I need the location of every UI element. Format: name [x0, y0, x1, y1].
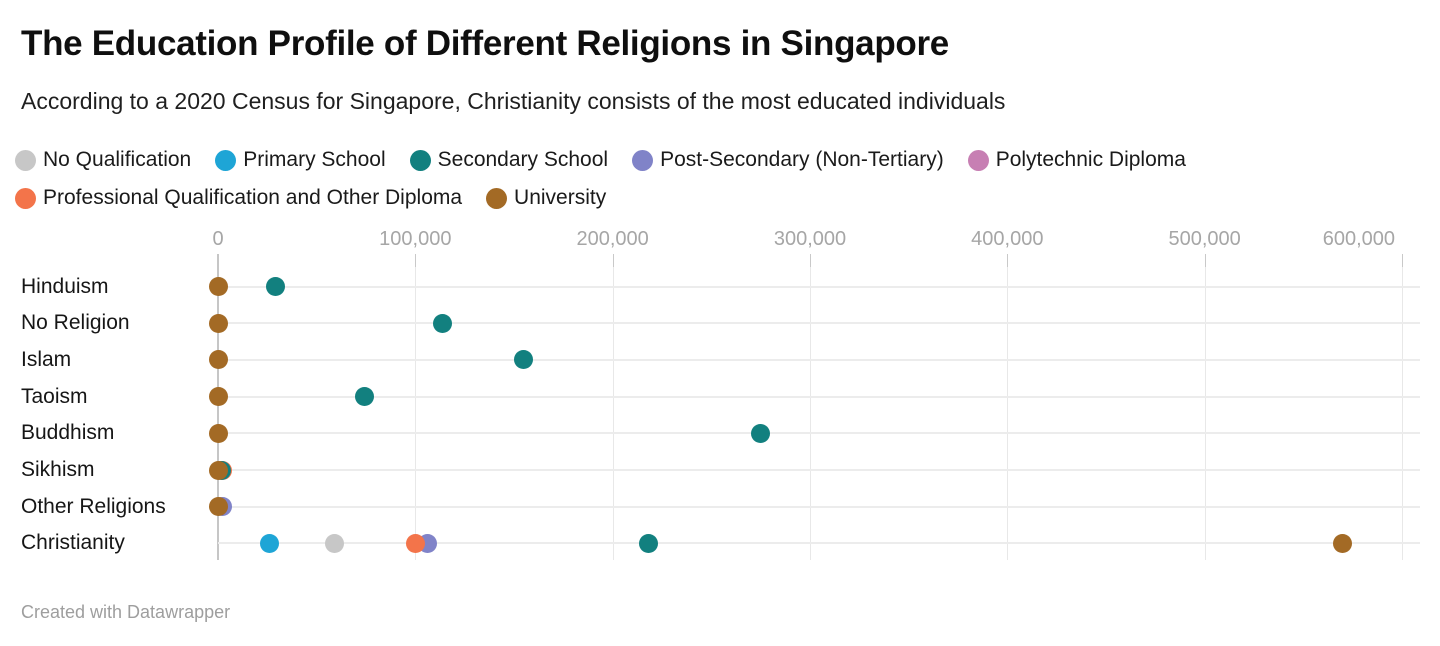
y-axis-category-label: Christianity — [21, 531, 125, 555]
y-axis-category-label: Taoism — [21, 384, 88, 408]
y-axis-category-label: Buddhism — [21, 421, 115, 445]
chart-subtitle: According to a 2020 Census for Singapore… — [21, 88, 1006, 114]
legend-item[interactable]: Polytechnic Diploma — [967, 146, 1186, 174]
chart-title: The Education Profile of Different Relig… — [21, 24, 949, 63]
row-gridline — [218, 395, 1420, 398]
x-axis-tick-mark — [1007, 254, 1009, 267]
zero-axis-line — [217, 254, 219, 560]
row-gridline — [218, 285, 1420, 288]
legend-swatch-icon — [409, 149, 431, 171]
x-axis-tick-label: 300,000 — [773, 228, 847, 250]
data-point-dot[interactable] — [638, 533, 658, 553]
vertical-gridline — [415, 254, 417, 560]
data-point-dot[interactable] — [265, 277, 285, 296]
x-axis-tick-label: 600,000 — [1322, 228, 1395, 250]
data-point-dot[interactable] — [405, 533, 425, 553]
legend-label: Primary School — [243, 148, 386, 171]
row-gridline — [218, 322, 1420, 325]
x-axis-tick-mark — [1204, 254, 1206, 267]
x-axis-tick-mark — [415, 254, 417, 267]
legend-label: Polytechnic Diploma — [995, 148, 1186, 171]
data-point-dot[interactable] — [208, 497, 228, 517]
data-point-dot[interactable] — [208, 313, 228, 333]
data-point-dot[interactable] — [208, 277, 228, 296]
row-gridline — [218, 542, 1420, 545]
y-axis-category-label: No Religion — [21, 311, 130, 335]
x-axis-tick-label: 500,000 — [1168, 228, 1241, 250]
data-point-dot[interactable] — [433, 313, 453, 333]
legend-label: Post-Secondary (Non-Tertiary) — [660, 148, 944, 171]
data-point-dot[interactable] — [208, 423, 228, 443]
y-axis-category-label: Hinduism — [21, 274, 109, 298]
legend: No Qualification Primary School Secondary … — [15, 146, 1423, 212]
y-axis-category-label: Other Religions — [21, 494, 166, 518]
legend-item[interactable]: University — [486, 184, 606, 212]
row-gridline — [218, 432, 1420, 435]
x-axis-tick-mark — [1402, 254, 1403, 267]
vertical-gridline — [1204, 254, 1206, 560]
legend-item[interactable]: Post-Secondary (Non-Tertiary) — [632, 146, 944, 174]
legend-swatch-icon — [632, 149, 654, 171]
x-axis-tick-mark — [810, 254, 811, 267]
x-axis-tick-label: 0 — [212, 228, 224, 250]
data-point-dot[interactable] — [208, 350, 228, 370]
x-axis-tick-label: 100,000 — [379, 228, 452, 250]
legend-swatch-icon — [967, 149, 989, 171]
data-point-dot[interactable] — [208, 387, 228, 407]
x-axis-tick-mark — [612, 254, 614, 267]
attribution-text: Created with Datawrapper — [21, 602, 231, 622]
data-point-dot[interactable] — [208, 460, 228, 480]
legend-label: Secondary School — [437, 148, 609, 171]
data-point-dot[interactable] — [259, 533, 279, 553]
legend-item[interactable]: Secondary School — [409, 146, 609, 174]
y-axis-category-label: Sikhism — [21, 458, 95, 481]
legend-swatch-icon — [15, 187, 36, 209]
row-gridline — [218, 358, 1420, 361]
vertical-gridline — [1007, 254, 1009, 560]
row-gridline — [218, 469, 1420, 471]
x-axis-tick-label: 200,000 — [576, 228, 649, 250]
data-point-dot[interactable] — [1333, 533, 1353, 553]
legend-item[interactable]: Primary School — [215, 146, 386, 174]
legend-label: No Qualification — [43, 148, 192, 171]
y-axis-category-label: Islam — [21, 347, 72, 371]
vertical-gridline — [810, 254, 811, 560]
data-point-dot[interactable] — [514, 350, 534, 370]
data-point-dot[interactable] — [751, 423, 771, 443]
legend-label: Professional Qualification and Other Dip… — [43, 186, 463, 209]
legend-swatch-icon — [15, 149, 36, 171]
legend-item[interactable]: Professional Qualification and Other Dip… — [15, 184, 462, 212]
row-gridline — [218, 505, 1420, 508]
vertical-gridline — [612, 254, 614, 560]
data-point-dot[interactable] — [324, 533, 344, 553]
x-axis-tick-label: 400,000 — [971, 228, 1044, 250]
legend-item[interactable]: No Qualification — [15, 146, 191, 174]
legend-swatch-icon — [215, 149, 237, 171]
vertical-gridline — [1402, 254, 1403, 560]
legend-label: University — [514, 186, 607, 209]
legend-swatch-icon — [486, 187, 508, 209]
data-point-dot[interactable] — [354, 387, 374, 407]
